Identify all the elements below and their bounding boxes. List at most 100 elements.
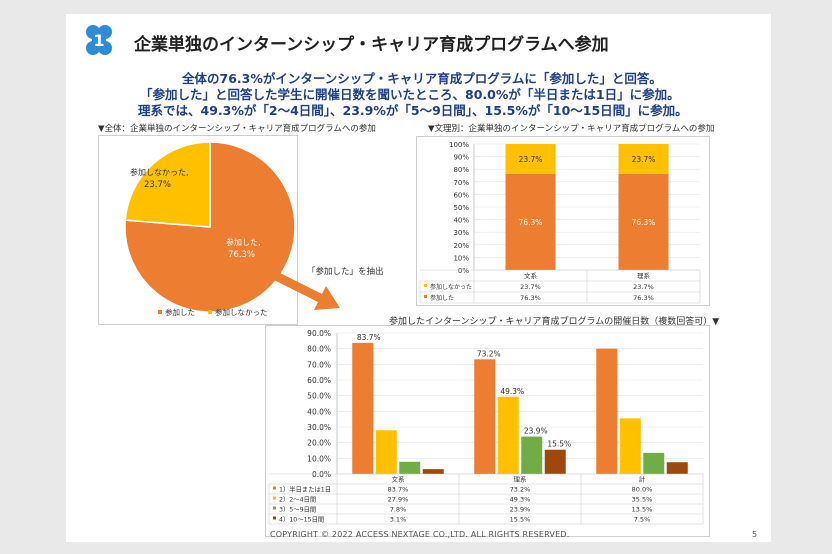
table-legend-swatch: [273, 506, 276, 510]
data-label: 83.7%: [357, 333, 381, 342]
y-tick-label: 80%: [453, 166, 469, 174]
grouped-bar: [619, 418, 641, 474]
page-title: 企業単独のインターンシップ・キャリア育成プログラムへ参加: [134, 35, 609, 55]
y-tick-label: 30.0%: [307, 423, 331, 432]
table-legend-swatch: [273, 496, 276, 500]
x-tick-label: 文系: [524, 271, 538, 280]
arrow-label: 「参加した」を抽出: [307, 267, 384, 277]
grouped-bar: [422, 469, 444, 474]
grouped-bar: [474, 359, 496, 474]
y-tick-label: 50.0%: [307, 392, 331, 401]
data-label: 73.2%: [477, 349, 501, 358]
stacked-bar-segment: [618, 173, 669, 270]
y-tick-label: 40.0%: [307, 407, 331, 416]
table-cell: 23.9%: [510, 506, 531, 514]
y-tick-label: 10.0%: [307, 454, 331, 463]
data-label: 15.5%: [547, 440, 571, 449]
grouped-bar: [544, 449, 566, 474]
y-tick-label: 0.0%: [312, 470, 331, 479]
y-tick-label: 0%: [458, 267, 469, 275]
pie-label: 76.3%: [228, 250, 255, 260]
y-tick-label: 50%: [453, 204, 469, 212]
legend-label: 参加しなかった: [215, 307, 268, 317]
grouped-bar: [399, 461, 421, 474]
table-legend-label: 参加しなかった: [430, 283, 472, 291]
legend-label: 参加した: [165, 307, 195, 317]
table-legend-swatch: [424, 284, 427, 287]
legend-swatch: [158, 310, 162, 314]
table-cell: 35.5%: [632, 496, 653, 504]
table-cell: 76.3%: [520, 294, 541, 302]
table-cell: 83.7%: [388, 486, 409, 494]
pie-label: 参加しなかった,: [130, 167, 189, 177]
summary-line-2: 「参加した」と回答した学生に開催日数を聞いたところ、80.0%が「半日または1日…: [140, 87, 680, 102]
data-label: 23.7%: [519, 155, 543, 164]
svg-text:1: 1: [93, 31, 104, 50]
table-cell: 7.5%: [634, 516, 651, 524]
pie-slice: [124, 141, 296, 313]
data-label: 49.3%: [500, 387, 524, 396]
summary-line-3: 理系では、49.3%が「2～4日間」、23.9%が「5～9日間」、15.5%が「…: [138, 103, 688, 118]
x-tick-label: 理系: [514, 475, 528, 484]
grouped-bar: [596, 348, 618, 474]
grouped-bar: [521, 436, 543, 474]
grouped-bar: [666, 462, 688, 474]
data-label: 76.3%: [632, 218, 656, 227]
grouped-chart-title: 参加したインターンシップ・キャリア育成プログラムの開催日数（複数回答可）▼: [389, 317, 720, 327]
x-tick-label: 計: [639, 475, 646, 484]
x-tick-label: 理系: [637, 271, 651, 280]
grouped-bar: [643, 452, 665, 474]
copyright-footer: COPYRIGHT © 2022 ACCESS NEXTAGE CO.,LTD.…: [270, 530, 570, 539]
table-legend-label: 1）半日または1日: [279, 485, 331, 494]
table-legend-label: 参加した: [430, 294, 454, 302]
table-cell: 7.8%: [390, 506, 407, 514]
stacked-chart-title: ▼文理別：企業単独のインターンシップ・キャリア育成プログラムへの参加: [428, 124, 715, 134]
x-tick-label: 文系: [392, 475, 406, 484]
y-tick-label: 100%: [449, 141, 469, 149]
table-cell: 13.5%: [632, 506, 653, 514]
y-tick-label: 90%: [453, 154, 469, 162]
extract-arrow-icon: [274, 272, 340, 310]
legend-swatch: [208, 310, 212, 314]
y-tick-label: 20.0%: [307, 439, 331, 448]
table-cell: 49.3%: [510, 496, 531, 504]
pie-chart-title: ▼全体：企業単独のインターンシップ・キャリア育成プログラムへの参加: [98, 124, 376, 134]
table-cell: 80.0%: [632, 486, 653, 494]
table-legend-swatch: [424, 295, 427, 298]
grouped-bar: [375, 430, 397, 474]
stacked-bar-segment: [505, 144, 556, 174]
grouped-bar: [352, 342, 374, 474]
table-cell: 3.1%: [390, 516, 407, 524]
y-tick-label: 70%: [453, 179, 469, 187]
table-cell: 15.5%: [510, 516, 531, 524]
pie-label: 参加した,: [226, 237, 261, 247]
data-label: 23.7%: [632, 155, 656, 164]
table-legend-swatch: [273, 516, 276, 520]
table-legend-label: 4）10～15日間: [279, 516, 324, 524]
table-legend-swatch: [273, 486, 276, 490]
stacked-chart: 0% 10% 20% 30% 40% 50% 60% 70% 80% 90% 100% 76.3% 23…: [419, 141, 701, 304]
y-tick-label: 10%: [453, 254, 469, 262]
y-tick-label: 80.0%: [307, 345, 331, 354]
grouped-bar: [497, 396, 519, 474]
y-tick-label: 60%: [453, 191, 469, 199]
table-cell: 73.2%: [510, 486, 531, 494]
table-cell: 76.3%: [633, 294, 654, 302]
data-label: 76.3%: [519, 218, 543, 227]
data-label: 23.9%: [524, 427, 548, 436]
company-logo-icon: 1: [86, 25, 112, 55]
table-cell: 23.7%: [633, 283, 654, 291]
y-tick-label: 60.0%: [307, 376, 331, 385]
stacked-bar-segment: [618, 144, 669, 174]
y-tick-label: 40%: [453, 217, 469, 225]
table-legend-label: 2）2～4日間: [279, 496, 316, 504]
grouped-chart: 0.0% 10.0% 20.0% 30.0% 40.0% 50.0% 60.0% 70.0% 8…: [268, 329, 704, 525]
stacked-bar-segment: [505, 173, 556, 270]
pie-chart: 参加した, 76.3% 参加しなかった, 23.7% 参加した 参加しなかった: [124, 141, 296, 317]
pie-slice: [124, 141, 211, 228]
table-cell: 27.9%: [388, 496, 409, 504]
y-tick-label: 30%: [453, 229, 469, 237]
page-number: 5: [752, 530, 758, 539]
pie-label: 23.7%: [144, 180, 171, 190]
summary-line-1: 全体の76.3%がインターンシップ・キャリア育成プログラムに「参加した」と回答。: [182, 71, 662, 86]
